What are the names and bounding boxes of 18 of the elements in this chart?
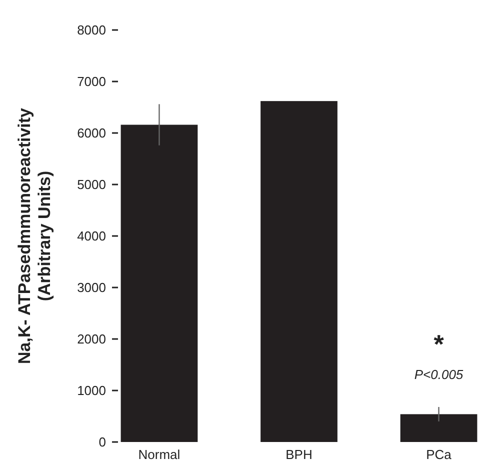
y-tick-label: 4000 — [77, 228, 106, 244]
x-tick-label: PCa — [426, 447, 452, 462]
x-tick-label: BPH — [286, 447, 312, 462]
y-tick-label: 0 — [98, 434, 106, 450]
y-tick-label: 1000 — [77, 383, 106, 398]
bar — [260, 101, 338, 442]
bar — [120, 124, 198, 442]
y-axis-title: Na,K- ATPasedmmunoreactivity (Arbitrary Units) — [15, 107, 54, 364]
bar — [400, 414, 478, 442]
y-tick-label: 7000 — [77, 74, 106, 90]
y-tick-label: 5000 — [77, 177, 106, 192]
x-tick-label: Normal — [138, 447, 180, 462]
y-tick-label: 3000 — [77, 280, 106, 296]
y-tick-label: 2000 — [77, 332, 106, 347]
y-tick-label: 6000 — [77, 126, 106, 141]
annotation: P<0.005 — [414, 366, 464, 382]
annotation: * — [434, 328, 445, 359]
y-tick-label: 8000 — [77, 22, 106, 38]
